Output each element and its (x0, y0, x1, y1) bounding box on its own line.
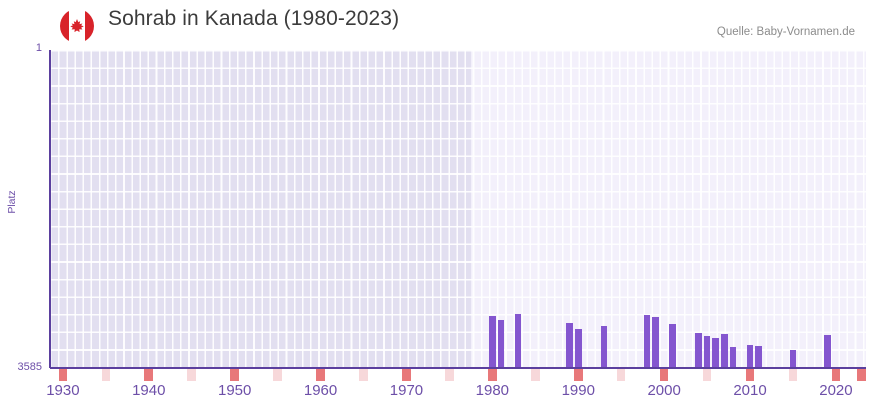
bar-2010[interactable] (746, 344, 754, 368)
x-tick-swatch-1990 (573, 369, 583, 381)
bar-2006[interactable] (712, 337, 720, 368)
x-tick-swatch-1980 (488, 369, 497, 381)
x-tick-swatch-1965 (359, 369, 368, 381)
bar-1983[interactable] (514, 313, 522, 368)
y-axis-title: Platz (6, 190, 18, 214)
x-axis-labels: 1930 1940 1950 1960 1970 1980 1990 2000 2010 2020 (0, 382, 873, 408)
x-tick-swatch-1995 (616, 369, 626, 381)
x-tick-swatch-1930 (58, 369, 68, 381)
bar-2004[interactable] (695, 332, 702, 368)
x-tick-swatch-2010 (745, 369, 755, 381)
x-tick-swatch-1945 (187, 369, 196, 381)
y-axis-line (49, 50, 51, 368)
plot-background (50, 50, 866, 368)
bar-1993[interactable] (600, 325, 608, 368)
x-tick-swatch-1970 (402, 369, 411, 381)
x-tick-swatch-1955 (273, 369, 282, 381)
x-axis-tick-swatches (50, 369, 866, 381)
x-tick-swatch-2000 (659, 369, 669, 381)
x-axis-label-1980: 1980 (475, 382, 510, 399)
chart-header: Sohrab in Kanada (1980-2023) Quelle: Bab… (0, 0, 873, 46)
x-axis-label-1950: 1950 (217, 382, 252, 399)
x-tick-swatch-2015 (788, 369, 798, 381)
x-tick-swatch-end (857, 369, 866, 381)
source-attribution: Quelle: Baby-Vornamen.de (716, 26, 855, 38)
bar-2005[interactable] (703, 336, 711, 368)
x-axis-label-1930: 1930 (46, 382, 80, 399)
y-axis-top-label: 1 (35, 42, 42, 54)
x-axis-label-1990: 1990 (561, 382, 595, 399)
grid-lines (50, 50, 866, 368)
y-axis-bottom-label: 3585 (17, 361, 42, 373)
flag-right-band (85, 9, 94, 43)
bar-2008[interactable] (729, 346, 737, 368)
canada-flag-icon (60, 9, 94, 43)
bar-1989[interactable] (566, 322, 573, 368)
bar-1999[interactable] (652, 316, 659, 368)
flag-left-band (60, 9, 69, 43)
bar-2007[interactable] (720, 334, 728, 368)
x-tick-swatch-1950 (230, 369, 239, 381)
maple-leaf-icon (70, 18, 84, 33)
x-tick-swatch-1940 (144, 369, 154, 381)
x-tick-swatch-1975 (445, 369, 454, 381)
x-axis-label-2000: 2000 (647, 382, 681, 399)
page-title: Sohrab in Kanada (1980-2023) (108, 7, 400, 30)
bar-1998[interactable] (643, 314, 651, 368)
bar-1980[interactable] (489, 315, 496, 368)
x-axis-label-1970: 1970 (389, 382, 424, 399)
bar-2019[interactable] (823, 334, 831, 368)
bar-2011[interactable] (755, 346, 762, 368)
x-tick-swatch-1935 (101, 369, 111, 381)
bar-1981[interactable] (497, 320, 505, 368)
x-tick-swatch-1985 (531, 369, 540, 381)
x-tick-swatch-1960 (316, 369, 325, 381)
bar-2001[interactable] (669, 323, 677, 368)
bar-2015[interactable] (789, 349, 797, 368)
x-axis-label-2020: 2020 (819, 382, 853, 399)
bar-1990[interactable] (574, 328, 582, 368)
x-axis-label-2010: 2010 (733, 382, 767, 399)
x-tick-swatch-2020 (831, 369, 841, 381)
x-axis-label-1960: 1960 (303, 382, 338, 399)
x-axis-label-1940: 1940 (132, 382, 166, 399)
x-tick-swatch-2005 (702, 369, 712, 381)
x-axis-line (50, 367, 866, 369)
bar-series (50, 50, 866, 368)
